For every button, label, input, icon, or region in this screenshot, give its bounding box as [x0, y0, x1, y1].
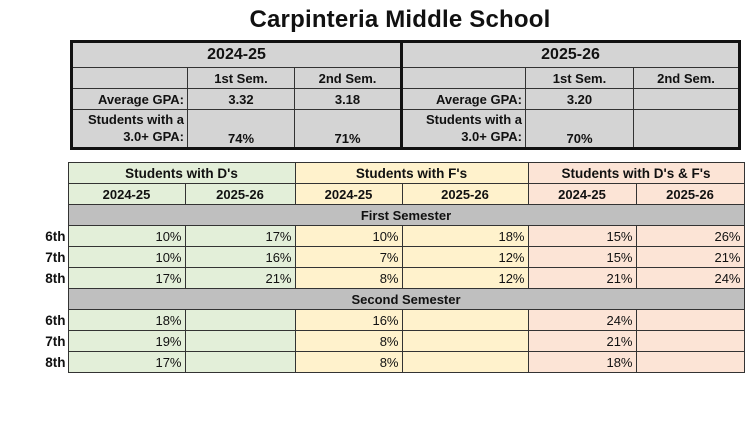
gpa-students-label-line1: Students with a	[87, 112, 184, 127]
gpa-2024-25-sem2-percent: 71%	[294, 109, 402, 149]
table-cell: 10%	[67, 225, 186, 247]
table-cell: 16%	[184, 246, 296, 268]
table-cell: 16%	[294, 309, 403, 331]
table-row: 8th 17% 8% 18%	[40, 351, 745, 373]
table-cell: 17%	[67, 267, 186, 289]
grade-label: 6th	[40, 225, 68, 247]
gpa-2024-25-sem1-percent: 74%	[187, 109, 295, 149]
corner-blank	[40, 183, 68, 205]
table-row: 8th 17% 21% 8% 12% 21% 24%	[40, 267, 745, 289]
table-cell: 17%	[184, 225, 296, 247]
gpa-students-label: Students with a 3.0+ GPA:	[400, 109, 526, 149]
table-cell: 8%	[294, 330, 403, 352]
table-cell	[635, 309, 745, 331]
year-header: 2024-25	[294, 183, 403, 205]
table-cell: 8%	[294, 267, 403, 289]
year-header: 2025-26	[184, 183, 296, 205]
table-cell	[184, 309, 296, 331]
table-cell: 17%	[67, 351, 186, 373]
gpa-2025-26-sem1-percent: 70%	[525, 109, 634, 149]
table-row: 7th 10% 16% 7% 12% 15% 21%	[40, 246, 745, 268]
table-cell: 24%	[527, 309, 637, 331]
first-semester-header: First Semester	[67, 204, 745, 226]
gpa-2025-26-sem1-average: 3.20	[525, 88, 634, 110]
gpa-2024-25-sem2-average: 3.18	[294, 88, 402, 110]
gpa-2024-25-sem1-header: 1st Sem.	[187, 67, 295, 89]
gpa-2025-26-sem2-average	[633, 88, 740, 110]
table-cell: 21%	[184, 267, 296, 289]
gpa-students-label-line1: Students with a	[425, 112, 522, 127]
corner-blank	[40, 162, 68, 184]
second-semester-header: Second Semester	[67, 288, 745, 310]
corner-blank	[40, 288, 68, 310]
grades-d-f-table: Students with D's Students with F's Stud…	[40, 162, 745, 373]
table-cell: 12%	[401, 246, 529, 268]
gpa-year-2025-26-header: 2025-26	[400, 41, 740, 68]
group-header-fs: Students with F's	[294, 162, 529, 184]
gpa-average-label: Average GPA:	[71, 88, 188, 110]
table-cell: 8%	[294, 351, 403, 373]
table-cell: 15%	[527, 225, 637, 247]
table-cell	[184, 330, 296, 352]
grade-label: 8th	[40, 267, 68, 289]
gpa-students-label: Students with a 3.0+ GPA:	[71, 109, 188, 149]
table-row: 7th 19% 8% 21%	[40, 330, 745, 352]
table-cell: 7%	[294, 246, 403, 268]
gpa-2025-26-sem2-header: 2nd Sem.	[633, 67, 740, 89]
table-cell	[401, 351, 529, 373]
gpa-students-label-line2: 3.0+ GPA:	[123, 129, 184, 144]
table-cell: 18%	[401, 225, 529, 247]
gpa-2024-25-sem2-header: 2nd Sem.	[294, 67, 402, 89]
gpa-2025-26-sem1-header: 1st Sem.	[525, 67, 634, 89]
table-cell: 26%	[635, 225, 745, 247]
table-cell: 10%	[294, 225, 403, 247]
gpa-average-label: Average GPA:	[400, 88, 526, 110]
grade-label: 6th	[40, 309, 68, 331]
table-cell: 24%	[635, 267, 745, 289]
grade-label: 7th	[40, 246, 68, 268]
table-cell: 15%	[527, 246, 637, 268]
table-row: 6th 18% 16% 24%	[40, 309, 745, 331]
gpa-students-label-line2: 3.0+ GPA:	[461, 129, 522, 144]
table-cell: 19%	[67, 330, 186, 352]
table-cell: 21%	[635, 246, 745, 268]
gpa-2024-25-sem1-average: 3.32	[187, 88, 295, 110]
table-cell	[635, 351, 745, 373]
year-header: 2024-25	[527, 183, 637, 205]
year-header: 2024-25	[67, 183, 186, 205]
gpa-year-2024-25-header: 2024-25	[71, 41, 402, 68]
table-cell: 18%	[527, 351, 637, 373]
table-cell: 21%	[527, 267, 637, 289]
table-cell: 21%	[527, 330, 637, 352]
grade-label: 7th	[40, 330, 68, 352]
table-cell: 10%	[67, 246, 186, 268]
table-cell	[401, 330, 529, 352]
gpa-blank-cell	[400, 67, 526, 89]
year-header: 2025-26	[401, 183, 529, 205]
table-cell: 18%	[67, 309, 186, 331]
year-header: 2025-26	[635, 183, 745, 205]
table-cell	[184, 351, 296, 373]
table-cell	[401, 309, 529, 331]
table-cell: 12%	[401, 267, 529, 289]
table-cell	[635, 330, 745, 352]
gpa-blank-cell	[71, 67, 188, 89]
table-row: 6th 10% 17% 10% 18% 15% 26%	[40, 225, 745, 247]
gpa-summary-table: 2024-25 2025-26 1st Sem. 2nd Sem. 1st Se…	[70, 40, 741, 150]
group-header-ds-and-fs: Students with D's & F's	[527, 162, 745, 184]
page-title: Carpinteria Middle School	[249, 6, 551, 33]
grade-label: 8th	[40, 351, 68, 373]
group-header-ds: Students with D's	[67, 162, 296, 184]
gpa-2025-26-sem2-percent	[633, 109, 740, 149]
corner-blank	[40, 204, 68, 226]
